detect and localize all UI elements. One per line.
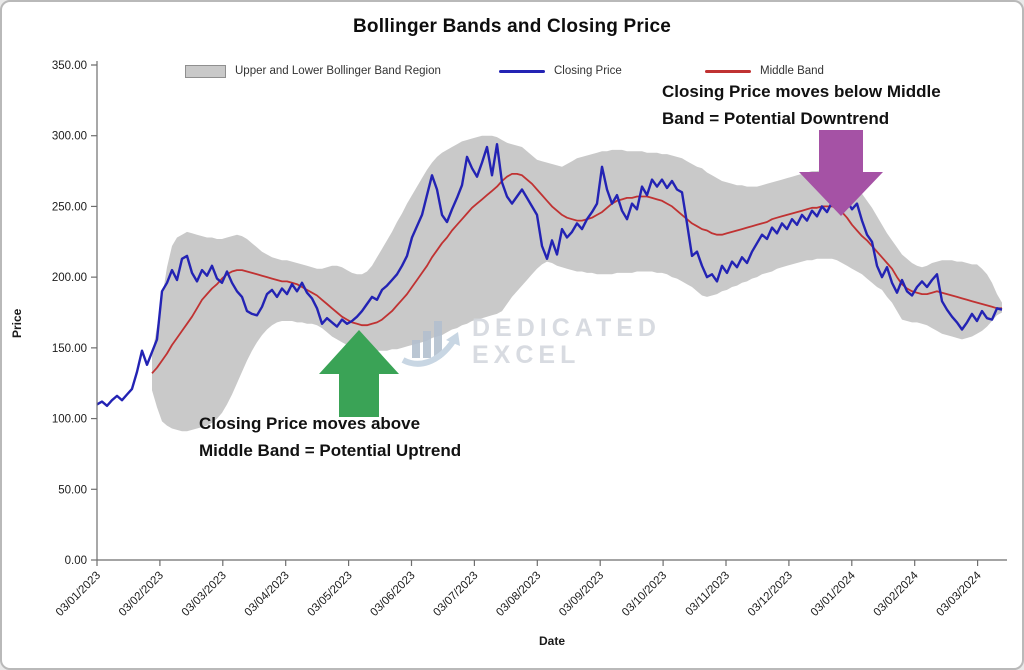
- x-tick-label: 03/08/2023: [494, 570, 543, 619]
- watermark: DEDICATED EXCEL: [400, 310, 661, 373]
- y-tick-label: 100.00: [52, 414, 87, 426]
- legend-label-closing-price: Closing Price: [554, 65, 622, 77]
- up-arrow: [319, 330, 399, 417]
- uptrend-annotation: Closing Price moves above Middle Band = …: [199, 410, 461, 464]
- legend-item-band: Upper and Lower Bollinger Band Region: [185, 63, 441, 79]
- closing-price-swatch: [499, 69, 545, 73]
- x-tick-label: 03/06/2023: [368, 570, 417, 619]
- legend-label-band: Upper and Lower Bollinger Band Region: [235, 65, 441, 77]
- middle-band-swatch: [705, 69, 751, 73]
- middle-band-line: [151, 173, 1002, 374]
- y-tick-label: 50.00: [58, 484, 87, 496]
- x-tick-label: 03/10/2023: [620, 570, 669, 619]
- x-tick-label: 03/09/2023: [557, 570, 606, 619]
- y-tick-label: 200.00: [52, 272, 87, 284]
- uptrend-annotation-line-1: Closing Price moves above: [199, 414, 421, 433]
- x-tick-label: 03/12/2023: [746, 570, 795, 619]
- x-tick-label: 03/03/2023: [180, 570, 229, 619]
- legend-item-closing-price: Closing Price: [499, 63, 622, 79]
- closing-price-line: [96, 143, 1003, 407]
- x-tick-label: 03/03/2024: [935, 569, 985, 619]
- watermark-line-2: EXCEL: [472, 340, 581, 369]
- downtrend-annotation-line-1: Closing Price moves below Middle: [662, 82, 941, 101]
- dedicated-excel-logo-icon: [400, 310, 462, 373]
- y-tick-label: 300.00: [52, 131, 87, 143]
- y-tick-label: 350.00: [52, 60, 87, 72]
- x-tick-label: 03/01/2023: [54, 570, 103, 619]
- x-axis-title: Date: [538, 634, 565, 648]
- y-tick-label: 0.00: [65, 555, 87, 567]
- x-tick-label: 03/01/2024: [809, 569, 859, 619]
- y-axis-title: Price: [10, 308, 24, 338]
- x-tick-label: 03/11/2023: [684, 570, 733, 619]
- x-tick-label: 03/05/2023: [306, 570, 355, 619]
- down-arrow: [799, 130, 883, 216]
- bollinger-band-area: [152, 135, 1002, 432]
- y-tick-label: 150.00: [52, 343, 87, 355]
- watermark-line-1: DEDICATED: [472, 313, 661, 342]
- x-tick-label: 03/04/2023: [243, 570, 292, 619]
- y-tick-label: 250.00: [52, 201, 87, 213]
- uptrend-annotation-line-2: Middle Band = Potential Uptrend: [199, 441, 462, 460]
- x-tick-label: 03/02/2023: [117, 570, 166, 619]
- band-region-swatch: [185, 64, 226, 78]
- x-tick-label: 03/07/2023: [431, 570, 480, 619]
- legend-item-middle-band: Middle Band: [705, 63, 824, 79]
- x-tick-label: 03/02/2024: [872, 569, 922, 619]
- chart-title: Bollinger Bands and Closing Price: [352, 16, 672, 37]
- legend-label-middle-band: Middle Band: [760, 65, 824, 77]
- downtrend-annotation-line-2: Band = Potential Downtrend: [662, 109, 890, 128]
- downtrend-annotation: Closing Price moves below Middle Band = …: [662, 78, 941, 132]
